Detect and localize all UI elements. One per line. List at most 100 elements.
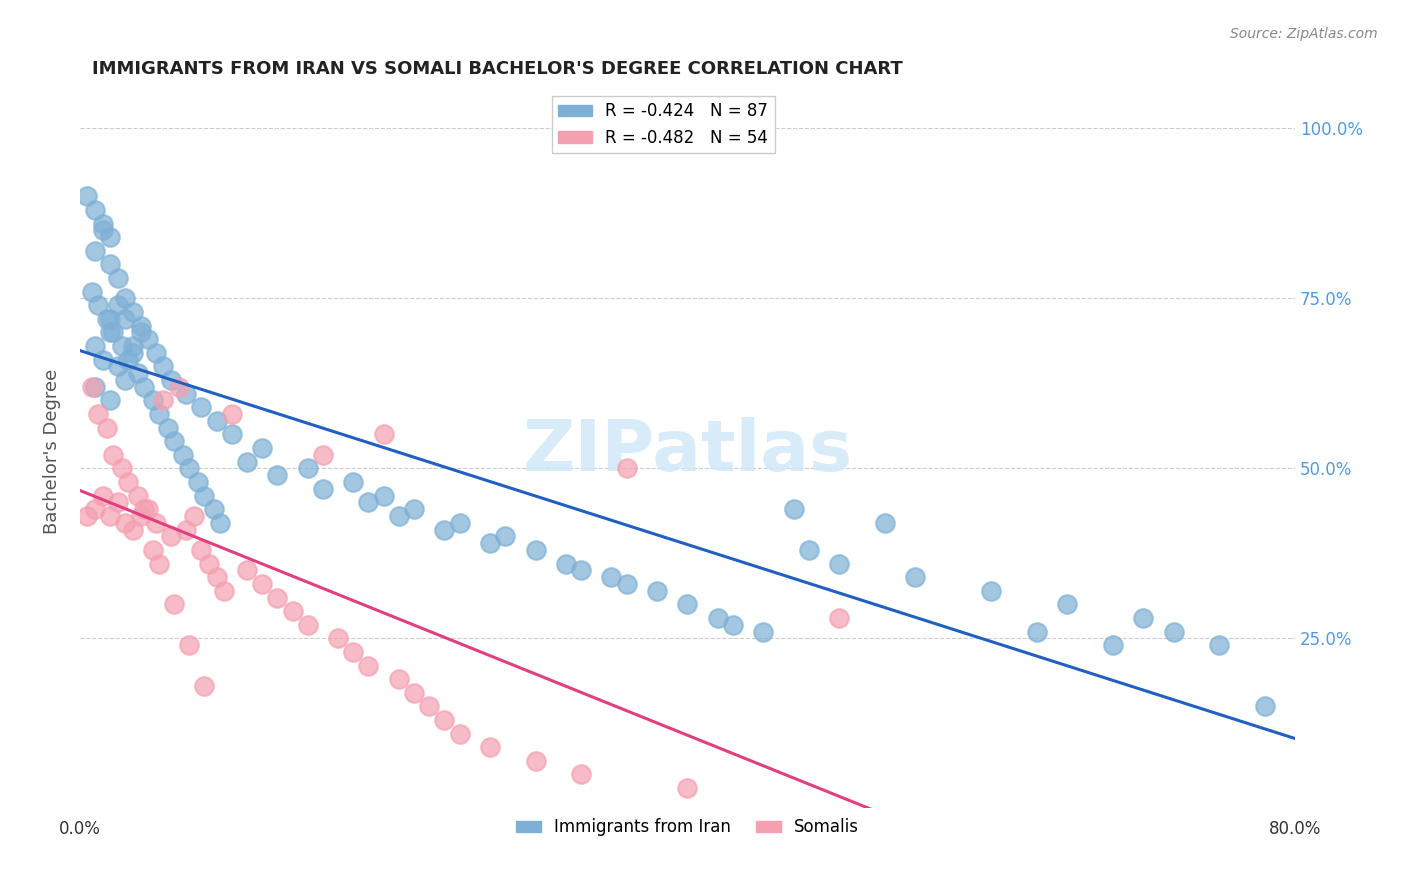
- Point: [114, 311, 136, 326]
- Point: [616, 461, 638, 475]
- Point: [84, 244, 107, 258]
- Point: [152, 393, 174, 408]
- Point: [179, 461, 201, 475]
- Point: [524, 543, 547, 558]
- Point: [183, 509, 205, 524]
- Point: [107, 271, 129, 285]
- Point: [297, 461, 319, 475]
- Point: [312, 482, 335, 496]
- Point: [326, 632, 349, 646]
- Point: [752, 624, 775, 639]
- Point: [266, 591, 288, 605]
- Point: [84, 380, 107, 394]
- Point: [148, 407, 170, 421]
- Point: [312, 448, 335, 462]
- Point: [91, 217, 114, 231]
- Point: [160, 373, 183, 387]
- Point: [107, 298, 129, 312]
- Point: [98, 311, 121, 326]
- Point: [87, 298, 110, 312]
- Point: [84, 502, 107, 516]
- Point: [205, 414, 228, 428]
- Point: [114, 292, 136, 306]
- Point: [91, 352, 114, 367]
- Point: [828, 557, 851, 571]
- Point: [721, 617, 744, 632]
- Point: [1056, 598, 1078, 612]
- Point: [114, 516, 136, 530]
- Point: [142, 543, 165, 558]
- Text: ZIPatlas: ZIPatlas: [523, 417, 852, 486]
- Point: [873, 516, 896, 530]
- Point: [494, 529, 516, 543]
- Point: [127, 489, 149, 503]
- Point: [122, 339, 145, 353]
- Point: [80, 380, 103, 394]
- Point: [103, 448, 125, 462]
- Y-axis label: Bachelor's Degree: Bachelor's Degree: [44, 368, 60, 534]
- Point: [449, 516, 471, 530]
- Point: [179, 638, 201, 652]
- Point: [208, 516, 231, 530]
- Point: [98, 326, 121, 340]
- Point: [707, 611, 730, 625]
- Point: [174, 523, 197, 537]
- Point: [187, 475, 209, 489]
- Point: [193, 679, 215, 693]
- Point: [98, 257, 121, 271]
- Point: [1208, 638, 1230, 652]
- Point: [122, 305, 145, 319]
- Point: [433, 523, 456, 537]
- Point: [163, 598, 186, 612]
- Point: [236, 564, 259, 578]
- Point: [163, 434, 186, 449]
- Point: [80, 285, 103, 299]
- Point: [167, 380, 190, 394]
- Point: [96, 420, 118, 434]
- Point: [250, 577, 273, 591]
- Point: [904, 570, 927, 584]
- Point: [136, 332, 159, 346]
- Legend: Immigrants from Iran, Somalis: Immigrants from Iran, Somalis: [509, 812, 866, 843]
- Point: [266, 468, 288, 483]
- Point: [555, 557, 578, 571]
- Point: [569, 564, 592, 578]
- Point: [1163, 624, 1185, 639]
- Point: [569, 767, 592, 781]
- Point: [342, 645, 364, 659]
- Text: IMMIGRANTS FROM IRAN VS SOMALI BACHELOR'S DEGREE CORRELATION CHART: IMMIGRANTS FROM IRAN VS SOMALI BACHELOR'…: [91, 60, 903, 78]
- Point: [449, 726, 471, 740]
- Point: [388, 509, 411, 524]
- Point: [616, 577, 638, 591]
- Point: [402, 502, 425, 516]
- Point: [172, 448, 194, 462]
- Point: [190, 401, 212, 415]
- Point: [129, 509, 152, 524]
- Point: [129, 326, 152, 340]
- Point: [122, 346, 145, 360]
- Point: [84, 202, 107, 217]
- Point: [212, 583, 235, 598]
- Point: [676, 780, 699, 795]
- Point: [111, 339, 134, 353]
- Point: [980, 583, 1002, 598]
- Point: [478, 740, 501, 755]
- Point: [132, 380, 155, 394]
- Point: [1132, 611, 1154, 625]
- Point: [76, 189, 98, 203]
- Point: [402, 686, 425, 700]
- Point: [114, 373, 136, 387]
- Point: [129, 318, 152, 333]
- Point: [87, 407, 110, 421]
- Point: [145, 346, 167, 360]
- Point: [828, 611, 851, 625]
- Point: [676, 598, 699, 612]
- Point: [152, 359, 174, 374]
- Point: [127, 366, 149, 380]
- Point: [91, 489, 114, 503]
- Point: [342, 475, 364, 489]
- Point: [297, 617, 319, 632]
- Point: [136, 502, 159, 516]
- Point: [202, 502, 225, 516]
- Point: [156, 420, 179, 434]
